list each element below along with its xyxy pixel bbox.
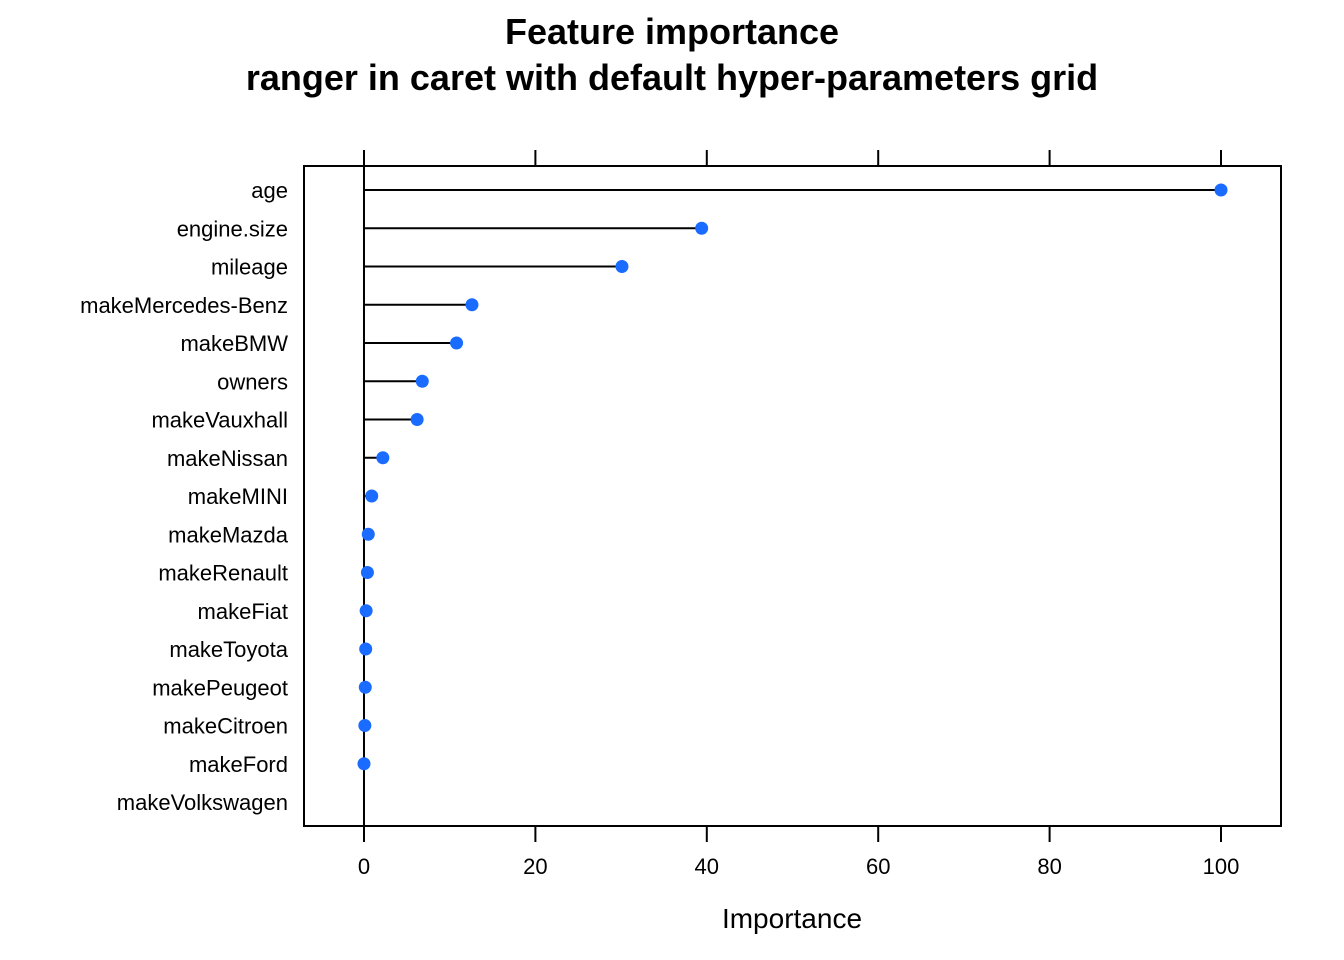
- data-point: [357, 757, 371, 771]
- chart-subtitle: ranger in caret with default hyper-param…: [246, 57, 1098, 98]
- x-tick-label: 40: [695, 854, 719, 879]
- data-point: [359, 642, 373, 656]
- x-tick-label: 80: [1037, 854, 1061, 879]
- category-label: makePeugeot: [152, 675, 288, 700]
- category-label: makeRenault: [158, 561, 288, 586]
- category-label: makeVauxhall: [151, 408, 288, 433]
- data-point: [358, 680, 372, 694]
- data-point: [415, 374, 429, 388]
- data-point: [410, 413, 424, 426]
- data-point: [365, 489, 379, 503]
- x-tick-label: 100: [1203, 854, 1240, 879]
- category-label: makeMercedes-Benz: [80, 293, 288, 318]
- data-point: [358, 719, 372, 732]
- chart-title: Feature importance: [505, 11, 839, 52]
- data-point: [376, 451, 390, 465]
- category-label: makeCitroen: [163, 714, 288, 739]
- category-label: mileage: [211, 255, 288, 280]
- x-tick-label: 60: [866, 854, 890, 879]
- category-label: makeFiat: [198, 599, 288, 624]
- category-label: makeToyota: [169, 637, 288, 662]
- data-point: [615, 260, 629, 273]
- data-point: [450, 336, 464, 350]
- data-point: [359, 604, 373, 618]
- category-label: makeMINI: [188, 484, 288, 509]
- category-label: makeMazda: [168, 522, 289, 547]
- chart-marks: 0 20 40 60 80 100 age engine.size mileage makeMer…: [80, 150, 1239, 879]
- data-point: [361, 527, 375, 541]
- plot-frame: [303, 165, 1282, 827]
- data-point: [695, 221, 709, 235]
- category-label: age: [251, 178, 288, 203]
- data-point: [1214, 183, 1228, 197]
- x-tick-label: 0: [358, 854, 370, 879]
- category-label: makeFord: [189, 752, 288, 777]
- data-point: [360, 566, 374, 579]
- data-point: [465, 298, 479, 312]
- category-label: makeBMW: [180, 331, 288, 356]
- category-label: makeVolkswagen: [117, 790, 288, 815]
- category-label: owners: [217, 369, 288, 394]
- category-label: makeNissan: [167, 446, 288, 471]
- x-axis-title: Importance: [722, 903, 862, 934]
- x-tick-label: 20: [523, 854, 547, 879]
- category-label: engine.size: [177, 216, 288, 241]
